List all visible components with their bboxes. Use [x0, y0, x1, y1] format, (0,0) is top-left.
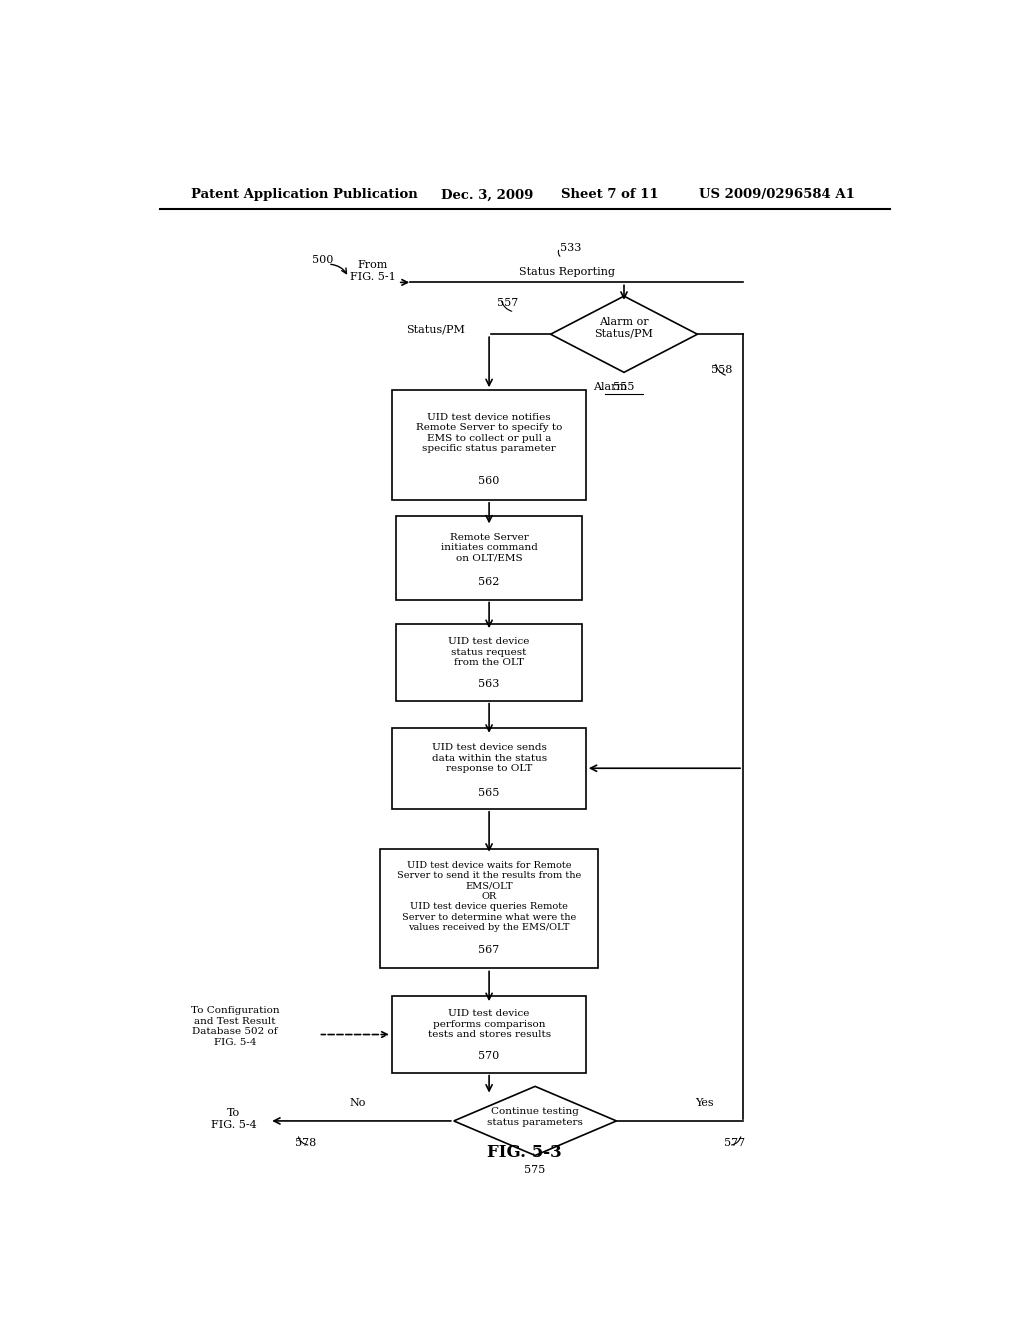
Bar	[380, 849, 598, 969]
Text: FIG. 5-3: FIG. 5-3	[487, 1144, 562, 1160]
Text: 533: 533	[560, 243, 582, 253]
Text: UID test device
status request
from the OLT: UID test device status request from the …	[449, 638, 529, 668]
Text: Alarm or
Status/PM: Alarm or Status/PM	[595, 317, 653, 339]
Text: Continue testing
status parameters: Continue testing status parameters	[487, 1107, 583, 1126]
Text: UID test device notifies
Remote Server to specify to
EMS to collect or pull a
sp: UID test device notifies Remote Server t…	[416, 413, 562, 453]
Text: To Configuration
and Test Result
Database 502 of
FIG. 5-4: To Configuration and Test Result Databas…	[190, 1006, 280, 1047]
Text: Remote Server
initiates command
on OLT/EMS: Remote Server initiates command on OLT/E…	[440, 533, 538, 562]
Bar	[392, 997, 587, 1073]
Bar	[392, 727, 587, 809]
Polygon shape	[454, 1086, 616, 1155]
Text: 555: 555	[613, 381, 635, 392]
Text: UID test device sends
data within the status
response to OLT: UID test device sends data within the st…	[431, 743, 547, 774]
Bar	[396, 516, 583, 599]
Text: US 2009/0296584 A1: US 2009/0296584 A1	[699, 189, 855, 202]
Text: 560: 560	[478, 475, 500, 486]
Bar	[392, 391, 587, 500]
Text: 562: 562	[478, 577, 500, 587]
Text: 563: 563	[478, 680, 500, 689]
Text: 557: 557	[497, 298, 518, 308]
Text: Status/PM: Status/PM	[407, 325, 465, 334]
Text: To
FIG. 5-4: To FIG. 5-4	[211, 1107, 256, 1130]
Polygon shape	[551, 296, 697, 372]
Bar	[396, 624, 583, 701]
Text: 575: 575	[524, 1164, 546, 1175]
Text: UID test device
performs comparison
tests and stores results: UID test device performs comparison test…	[428, 1010, 551, 1039]
Text: No: No	[350, 1098, 367, 1107]
Text: Patent Application Publication: Patent Application Publication	[191, 189, 418, 202]
Text: 577: 577	[724, 1138, 744, 1148]
Text: 570: 570	[478, 1052, 500, 1061]
Text: 558: 558	[711, 364, 732, 375]
Text: 567: 567	[478, 945, 500, 956]
Text: Status Reporting: Status Reporting	[519, 268, 614, 277]
Text: 500: 500	[311, 255, 333, 265]
Text: Dec. 3, 2009: Dec. 3, 2009	[441, 189, 534, 202]
Text: UID test device waits for Remote
Server to send it the results from the
EMS/OLT
: UID test device waits for Remote Server …	[397, 861, 582, 932]
Text: Alarm: Alarm	[593, 381, 627, 392]
Text: 578: 578	[295, 1138, 316, 1148]
Text: Yes: Yes	[695, 1098, 714, 1107]
Text: Sheet 7 of 11: Sheet 7 of 11	[560, 189, 658, 202]
Text: From
FIG. 5-1: From FIG. 5-1	[349, 260, 395, 282]
Text: 565: 565	[478, 788, 500, 797]
